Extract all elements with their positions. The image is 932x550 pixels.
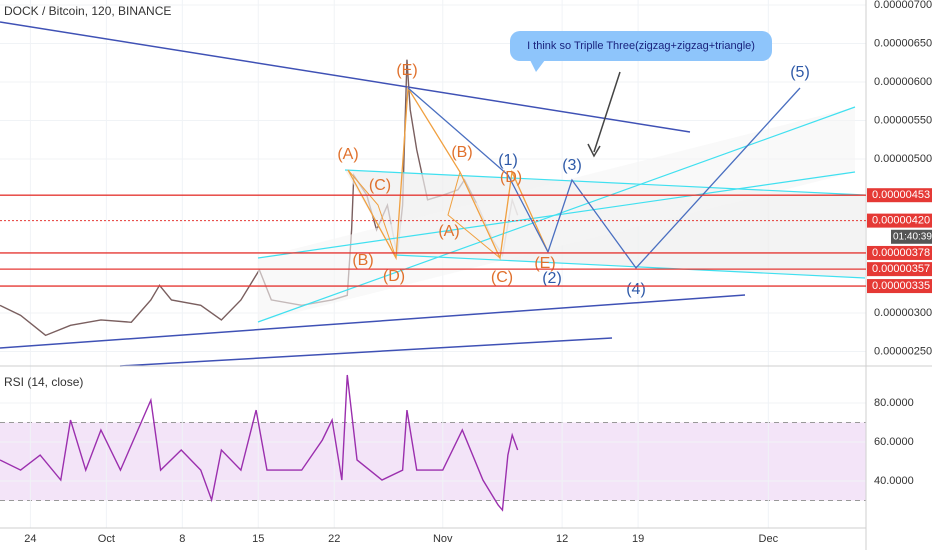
x-tick-label: 22 [328,533,340,545]
price-badge-label: 0.00000420 [872,215,930,227]
y-tick-label: 0.00000650 [874,37,932,49]
y-tick-label: 0.00000700 [874,0,932,11]
x-tick-label: 8 [179,533,185,545]
wave-label: (D) [500,169,522,186]
price-badge-label: 0.00000453 [872,189,930,201]
wave-label: (B) [451,144,472,161]
countdown-badge [891,229,932,244]
price-badge-label: 0.00000335 [872,280,930,292]
price-badge [867,213,932,228]
callout-box [510,31,772,61]
wave-path [407,87,801,270]
price-badge-label: 0.00000378 [872,247,930,259]
arrow [593,71,621,153]
triangle-line [394,254,866,279]
x-tick-label: 24 [24,533,36,545]
wave-label: (1) [498,152,518,169]
wave-label: (D) [383,268,405,285]
price-badge [867,245,932,260]
wave-label: (E) [396,62,417,79]
y-tick-label: 0.00000550 [874,114,932,126]
wave-label: (A) [337,146,358,163]
x-tick-label: 15 [252,533,264,545]
triangle-line [344,169,866,196]
x-tick-label: Oct [98,533,115,545]
wave-label: (3) [562,157,582,174]
price-badge-label: 0.00000357 [872,263,930,275]
wave-path [447,171,501,259]
callout-tail [530,60,545,72]
trend-line [0,294,746,349]
wave-label: (5) [790,64,810,81]
trend-line [0,21,691,133]
y-tick-label: 80.0000 [874,397,914,409]
wave-label: (A) [438,223,459,240]
wave-label: (E) [534,255,555,272]
price-badge [867,188,932,203]
y-tick-label: 0.00000500 [874,153,932,165]
y-tick-label: 40.0000 [874,475,914,487]
channel-line [257,171,856,259]
price-badge [867,262,932,277]
price-badge [867,279,932,294]
callout-text: I think so Triplle Three(zigzag+zigzag+t… [527,40,755,52]
symbol-legend: DOCK / Bitcoin, 120, BINANCE [4,4,171,18]
x-tick-label: Dec [759,533,779,545]
x-tick-label: 12 [556,533,568,545]
series-line [0,374,519,512]
rsi-band [0,422,866,501]
arrow-head [587,143,601,158]
countdown: 01:40:39 [893,231,932,242]
wave-label: (4) [626,281,646,298]
y-tick-label: 60.0000 [874,436,914,448]
wave-path [347,169,397,259]
wave-label: (C) [491,269,513,286]
wave-label: (2) [542,270,562,287]
x-tick-label: 19 [632,533,644,545]
wave-label: (C) [369,177,391,194]
rsi-legend: RSI (14, close) [4,375,83,389]
trend-line [119,337,613,367]
wave-label: (B) [352,252,373,269]
y-tick-label: 0.00000600 [874,76,932,88]
drawings: I think so Triplle Three(zigzag+zigzag+t… [0,21,866,367]
y-tick-label: 0.00000250 [874,345,932,357]
y-tick-label: 0.00000300 [874,307,932,319]
x-tick-label: Nov [433,533,453,545]
